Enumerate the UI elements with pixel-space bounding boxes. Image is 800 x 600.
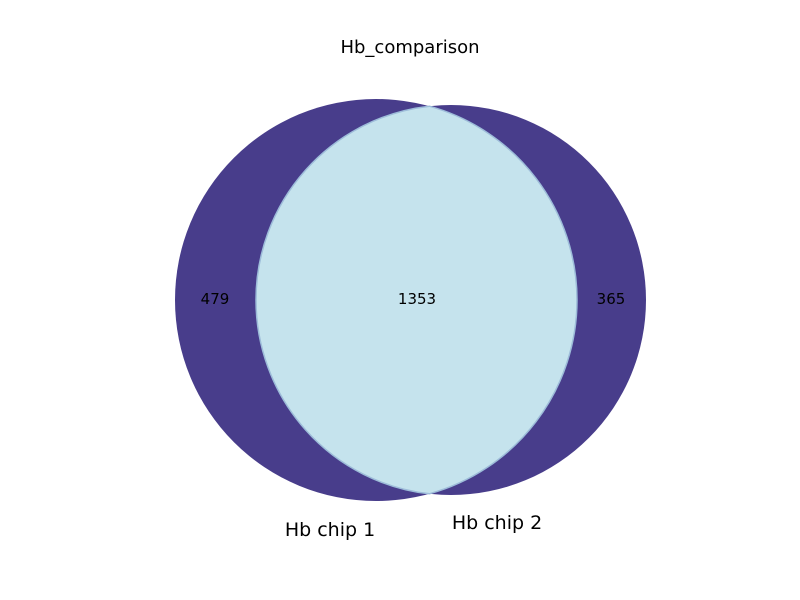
intersection-count: 1353 <box>398 290 436 308</box>
set-1-label: Hb chip 1 <box>285 519 375 541</box>
intersection-outline <box>255 105 578 495</box>
venn-diagram <box>175 99 646 501</box>
set-1-only-count: 479 <box>201 290 230 308</box>
intersection-region <box>256 105 577 495</box>
chart-title: Hb_comparison <box>340 37 479 58</box>
set-2-label: Hb chip 2 <box>452 512 542 534</box>
set-2-only-count: 365 <box>597 290 626 308</box>
